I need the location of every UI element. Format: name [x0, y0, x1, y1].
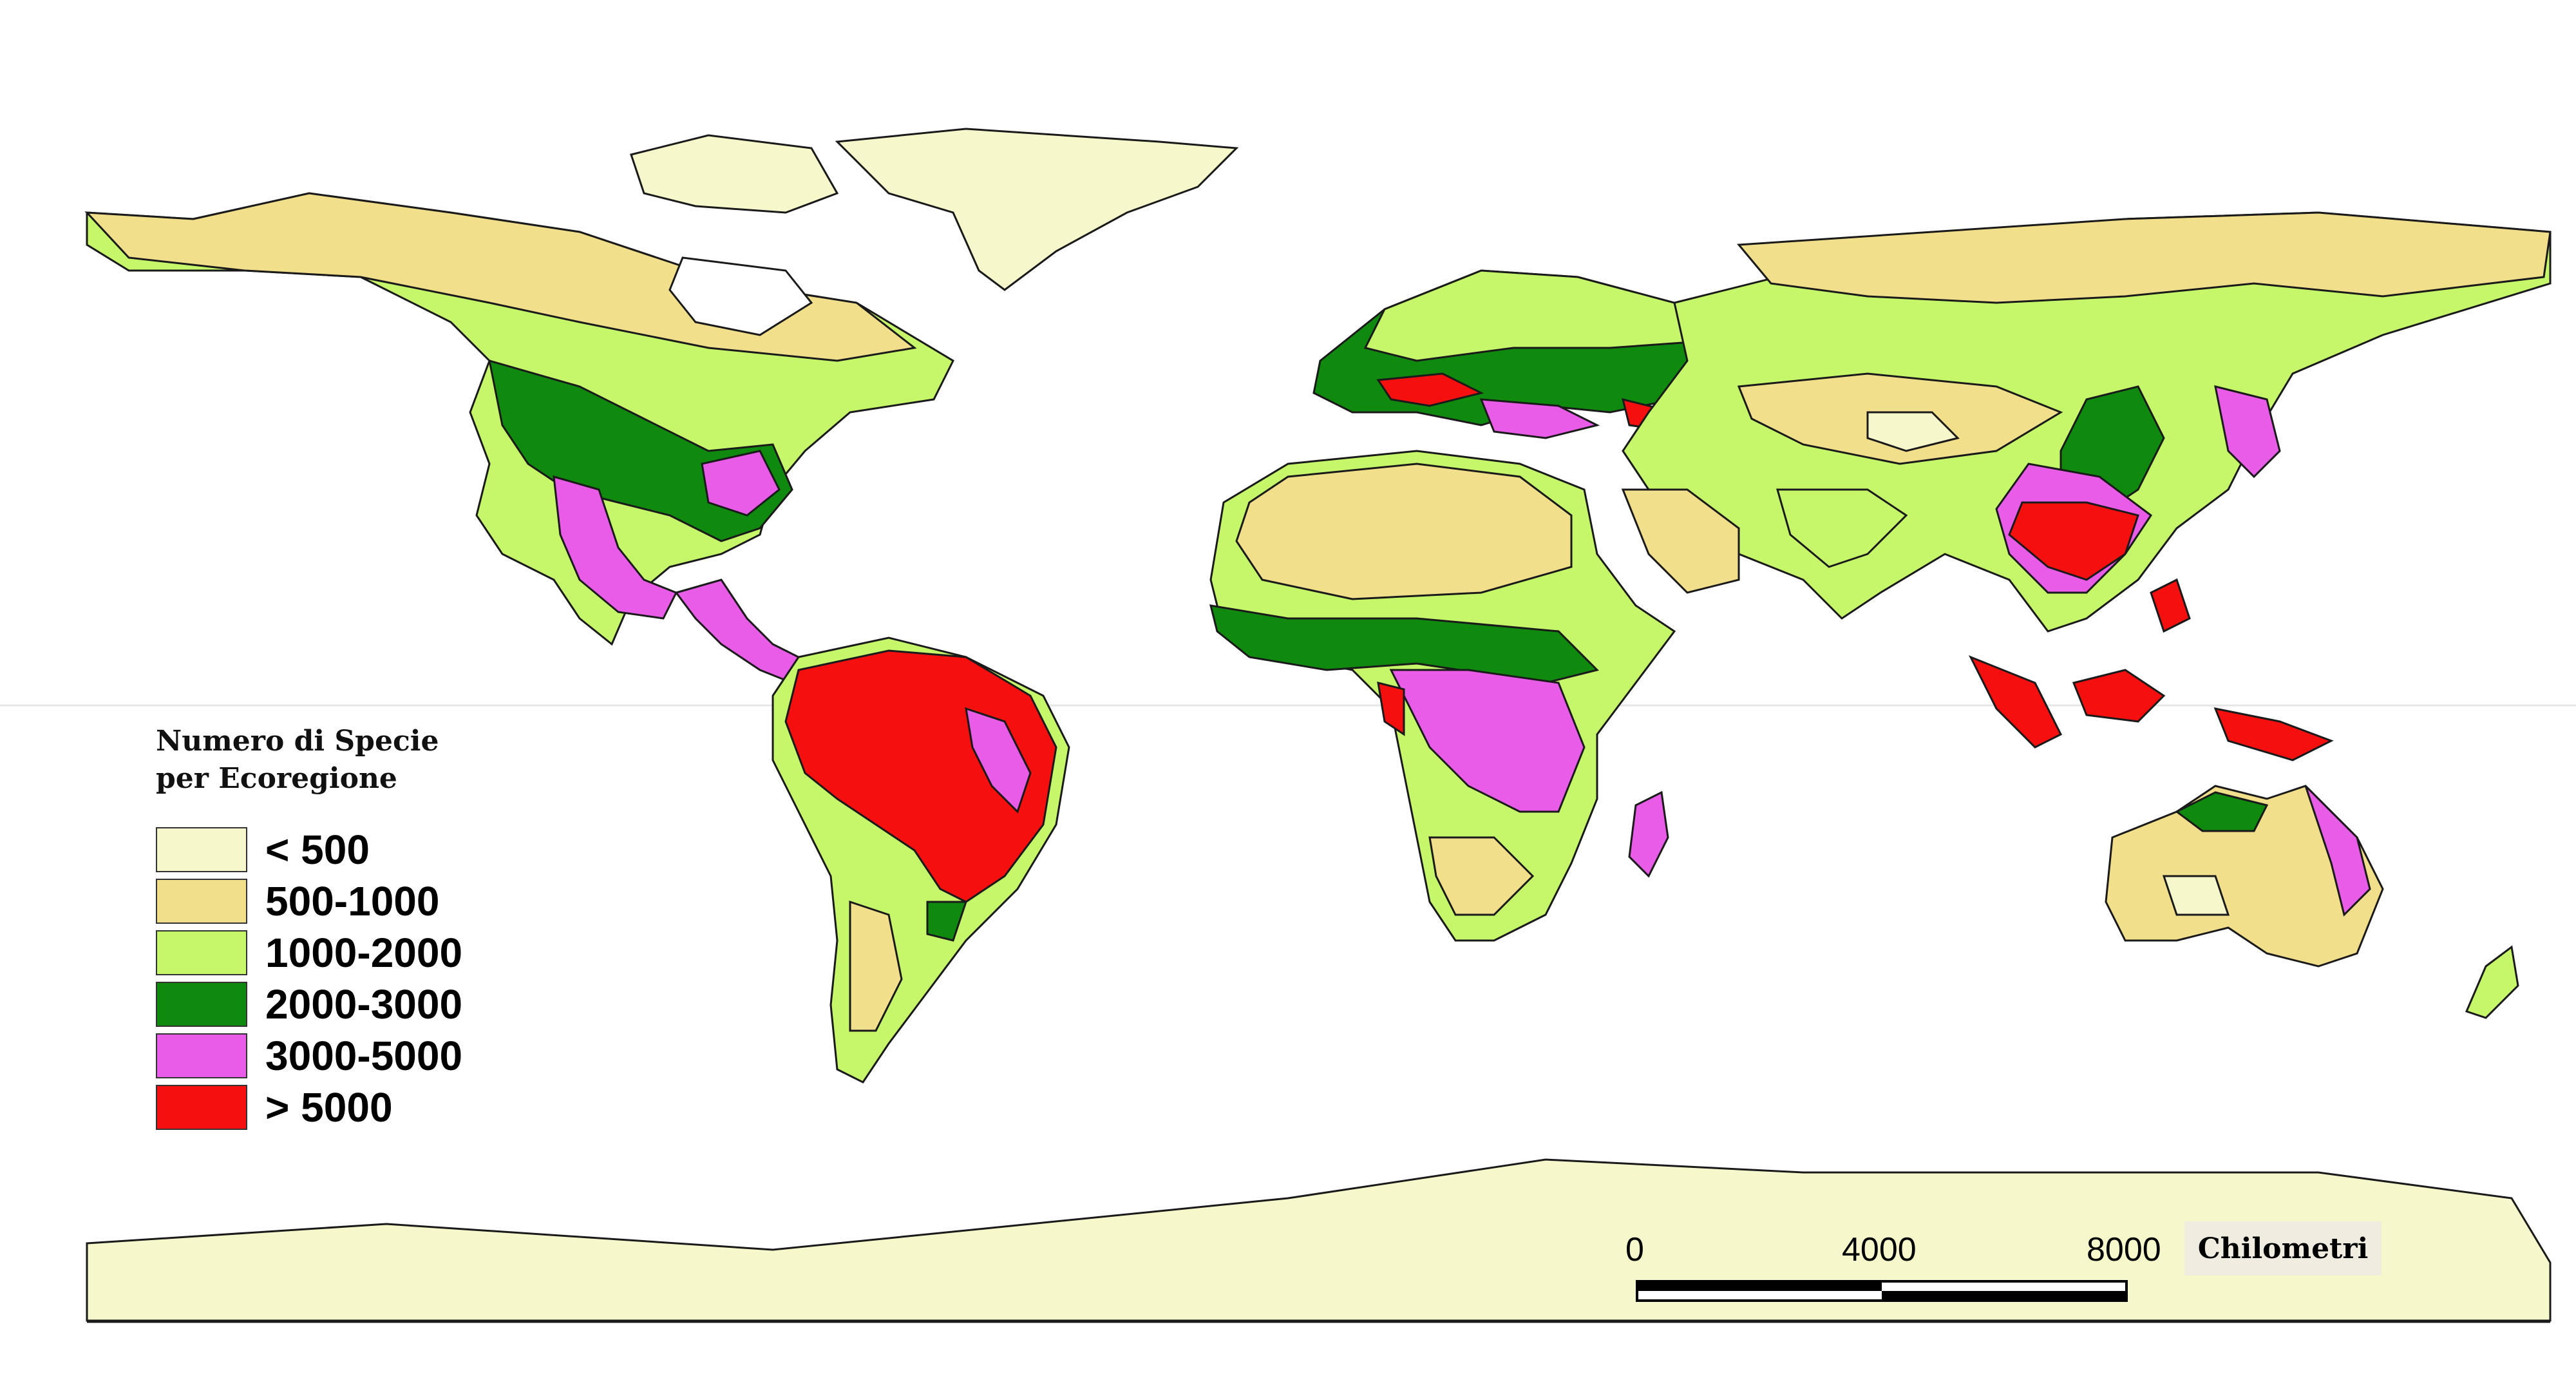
central-america [674, 578, 800, 685]
legend-label: 500-1000 [265, 878, 440, 924]
scale-label-0: 0 [1625, 1231, 1644, 1268]
legend-label: < 500 [265, 827, 370, 873]
legend-title-line2: per Ecoregione [156, 762, 397, 795]
asia [1621, 211, 2552, 633]
scale-bar-graphic [1636, 1280, 2128, 1302]
legend-item: 2000-3000 [156, 980, 462, 1028]
legend-item: > 5000 [156, 1084, 393, 1131]
legend-swatch [156, 1033, 247, 1078]
legend-swatch [156, 982, 247, 1027]
greenland [835, 128, 1239, 291]
new-zealand [2465, 945, 2519, 1019]
legend-title: Numero di Specie per Ecoregione [156, 723, 439, 798]
scale-unit-label: Chilometri [2184, 1221, 2382, 1276]
north-america [84, 134, 954, 646]
europe [1312, 269, 1714, 439]
scale-label-4000: 4000 [1842, 1231, 1917, 1268]
legend-label: 1000-2000 [265, 930, 463, 976]
southeast-asia-islands [1968, 578, 2334, 761]
legend-item: 3000-5000 [156, 1032, 462, 1080]
legend-item: 500-1000 [156, 877, 439, 925]
legend-label: 3000-5000 [265, 1033, 463, 1079]
australia [2105, 785, 2384, 968]
legend-swatch [156, 930, 247, 975]
legend-swatch [156, 879, 247, 924]
legend-item: 1000-2000 [156, 929, 462, 977]
scale-label-8000: 8000 [2087, 1231, 2161, 1268]
legend-label: > 5000 [265, 1084, 393, 1131]
legend-label: 2000-3000 [265, 981, 463, 1027]
legend-item: < 500 [156, 826, 370, 874]
antarctica [86, 1158, 2552, 1322]
legend-title-line1: Numero di Specie [156, 725, 439, 758]
africa [1209, 450, 1676, 942]
south-america [772, 636, 1070, 1084]
legend-swatch [156, 827, 247, 872]
legend-swatch [156, 1085, 247, 1130]
